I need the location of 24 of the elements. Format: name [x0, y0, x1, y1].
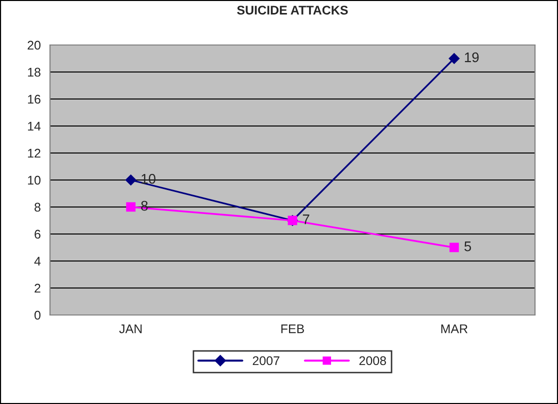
data-label: 19	[464, 52, 479, 62]
y-tick-label: 20	[28, 40, 40, 50]
y-tick-label: 8	[34, 202, 40, 212]
legend-label: 2007	[252, 356, 280, 366]
y-tick-label: 4	[34, 256, 41, 266]
y-tick-label: 6	[34, 230, 40, 239]
y-tick-label: 10	[28, 176, 40, 185]
point	[125, 174, 136, 186]
y-tick-label: 0	[34, 310, 40, 320]
y-tick-label: 18	[28, 68, 40, 77]
y-tick-label: 12	[28, 148, 40, 158]
point	[126, 202, 136, 212]
x-tick-label: JAN	[119, 324, 142, 334]
y-tick-label: 14	[28, 122, 41, 131]
y-tick-label: 16	[28, 94, 40, 104]
chart-title: SUICIDE ATTACKS	[237, 6, 348, 15]
point	[448, 53, 460, 64]
y-tick-label: 2	[34, 284, 40, 293]
x-tick-label: MAR	[441, 324, 468, 334]
data-label: 5	[464, 242, 472, 252]
point	[449, 242, 459, 252]
data-label: 7	[302, 214, 310, 224]
legend-label: 2008	[359, 356, 386, 366]
x-tick-label: FEB	[281, 324, 304, 334]
